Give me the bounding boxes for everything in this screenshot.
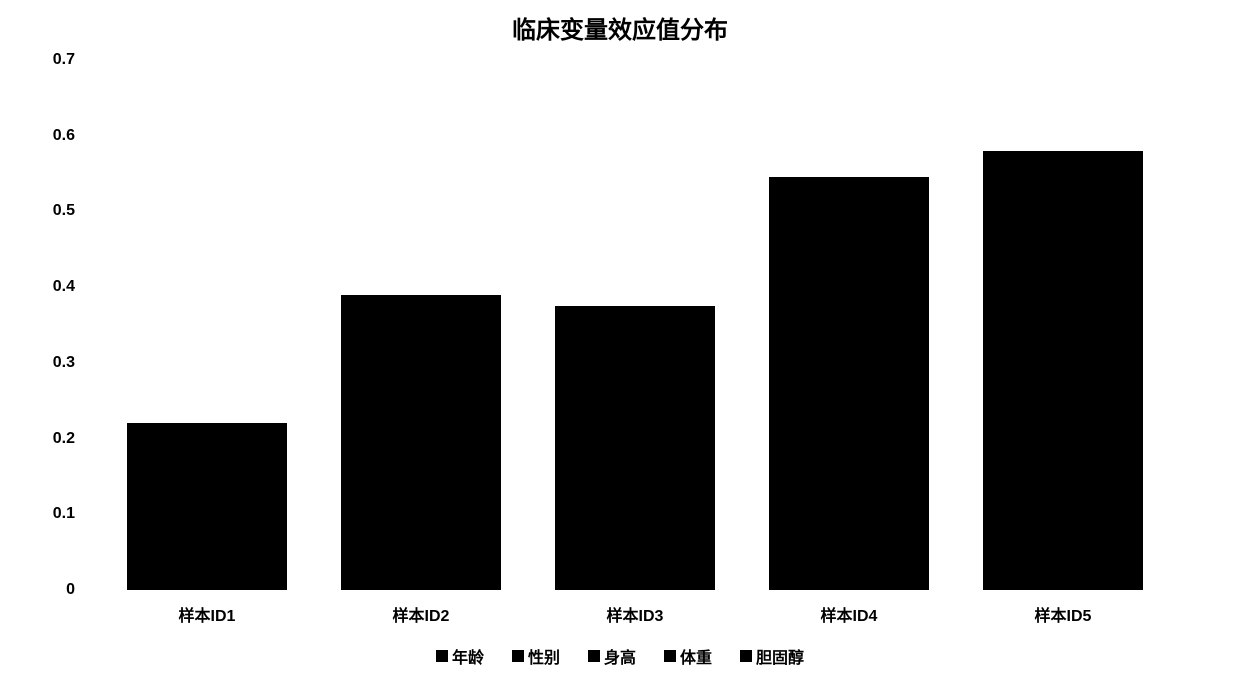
y-tick-label: 0.3 [30,354,75,372]
y-tick-label: 0 [30,581,75,599]
legend-item: 体重 [664,644,712,668]
bar-group [100,60,314,590]
legend-swatch-icon [664,650,676,662]
y-tick-label: 0.7 [30,51,75,69]
x-tick-label: 样本ID3 [528,602,742,626]
bar [341,295,501,590]
x-tick-label: 样本ID5 [956,602,1170,626]
legend-swatch-icon [588,650,600,662]
x-tick-label: 样本ID4 [742,602,956,626]
bar-group [528,60,742,590]
bar [555,306,715,590]
legend-label: 身高 [604,644,636,668]
y-tick-label: 0.6 [30,127,75,145]
bar-group [314,60,528,590]
legend-label: 性别 [528,644,560,668]
chart-container: 临床变量效应值分布 00.10.20.30.40.50.60.7 样本ID1样本… [0,0,1240,679]
legend-swatch-icon [740,650,752,662]
legend-swatch-icon [512,650,524,662]
y-tick-label: 0.4 [30,278,75,296]
y-tick-label: 0.2 [30,430,75,448]
y-axis: 00.10.20.30.40.50.60.7 [30,60,75,590]
legend-item: 胆固醇 [740,644,804,668]
bar [127,423,287,590]
legend-label: 体重 [680,644,712,668]
y-tick-label: 0.1 [30,505,75,523]
legend-label: 胆固醇 [756,644,804,668]
x-axis-labels: 样本ID1样本ID2样本ID3样本ID4样本ID5 [80,602,1190,626]
legend-item: 性别 [512,644,560,668]
x-tick-label: 样本ID2 [314,602,528,626]
legend: 年龄 性别 身高 体重 胆固醇 [30,644,1210,668]
bars-region [80,60,1190,590]
legend-swatch-icon [436,650,448,662]
legend-item: 身高 [588,644,636,668]
plot-area: 00.10.20.30.40.50.60.7 [80,60,1190,590]
chart-title: 临床变量效应值分布 [30,10,1210,45]
bar [983,151,1143,590]
y-tick-label: 0.5 [30,202,75,220]
x-tick-label: 样本ID1 [100,602,314,626]
bar [769,177,929,590]
bar-group [956,60,1170,590]
bar-group [742,60,956,590]
legend-item: 年龄 [436,644,484,668]
legend-label: 年龄 [452,644,484,668]
